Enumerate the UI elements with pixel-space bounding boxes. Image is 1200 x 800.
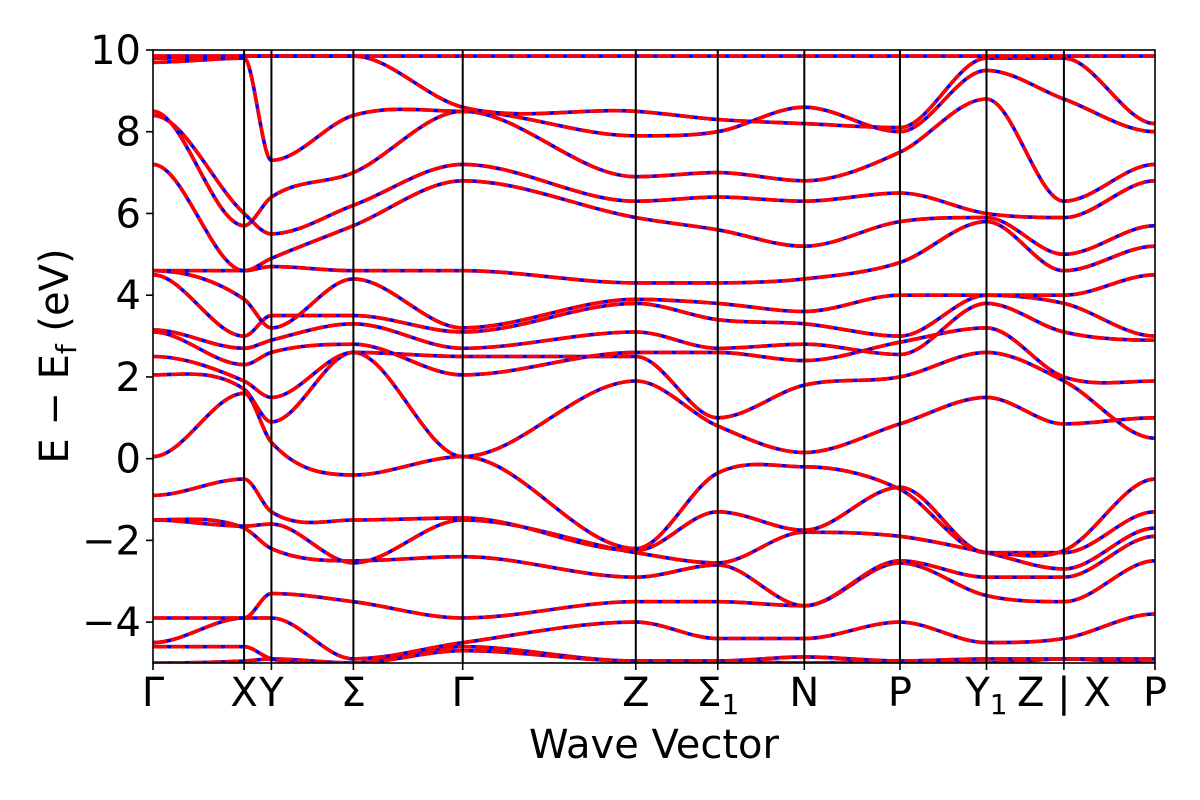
y-tick-label: −4 (82, 600, 141, 646)
band-7-line (153, 391, 1155, 558)
high-symmetry-lines (243, 50, 1065, 663)
x-tick-label: Z (622, 670, 649, 716)
band-19-dashed-line (153, 54, 1155, 130)
band-3-dashed-line (153, 559, 1155, 620)
plot-frame (152, 49, 1156, 664)
band-9-dashed-line (153, 350, 1155, 440)
band-17-line (153, 97, 1155, 228)
band-4-dashed-line (153, 517, 1155, 608)
x-tick-label: Y (258, 670, 284, 716)
y-axis: 10 8 6 4 2 0 −2 −4 (82, 28, 153, 646)
band-14-dashed-line (153, 219, 1155, 285)
x-tick-label: P (888, 670, 912, 716)
band-2-line (153, 612, 1155, 661)
x-tick-label: Σ1 (696, 670, 739, 721)
y-tick-label: 0 (116, 437, 141, 483)
band-13-dashed-line (153, 268, 1155, 330)
band-7-dashed-line (153, 391, 1155, 558)
y-axis-title-main: E − E (32, 354, 78, 464)
x-tick-label: Γ (452, 670, 475, 716)
x-tick-label: Σ (341, 670, 366, 716)
y-tick-label: 8 (116, 110, 141, 156)
x-tick-label: N (789, 670, 819, 716)
band-19-line (153, 54, 1155, 130)
x-tick-label: P (1143, 670, 1167, 716)
y-axis-title: E − Ef (eV) (32, 248, 83, 463)
y-tick-label: 4 (116, 273, 141, 319)
x-tick-label: Z | X (1017, 670, 1111, 716)
y-tick-label: 10 (90, 28, 141, 74)
band-8-dashed-line (153, 350, 1155, 459)
x-axis: Γ X Y Σ Γ Z Σ1 N P Y1 Z | X P (142, 663, 1167, 721)
x-tick-label: X (230, 670, 257, 716)
y-tick-label: 2 (116, 355, 141, 401)
band-14-line (153, 219, 1155, 285)
bands-layer (153, 54, 1155, 663)
y-axis-title-unit: (eV) (32, 248, 78, 344)
y-axis-title-subscript: f (50, 343, 83, 354)
band-3-line (153, 559, 1155, 620)
band-2-dashed-line (153, 612, 1155, 661)
x-tick-label: Γ (142, 670, 165, 716)
y-tick-label: 6 (116, 191, 141, 237)
band-17-dashed-line (153, 97, 1155, 228)
band-15-line (153, 162, 1155, 273)
x-axis-title: Wave Vector (529, 722, 780, 768)
band-8-line (153, 350, 1155, 459)
y-tick-label: −2 (82, 518, 141, 564)
band-18-dashed-line (153, 56, 1155, 163)
band-4-line (153, 517, 1155, 608)
x-tick-label: Y1 (964, 670, 1007, 721)
band-15-dashed-line (153, 162, 1155, 273)
